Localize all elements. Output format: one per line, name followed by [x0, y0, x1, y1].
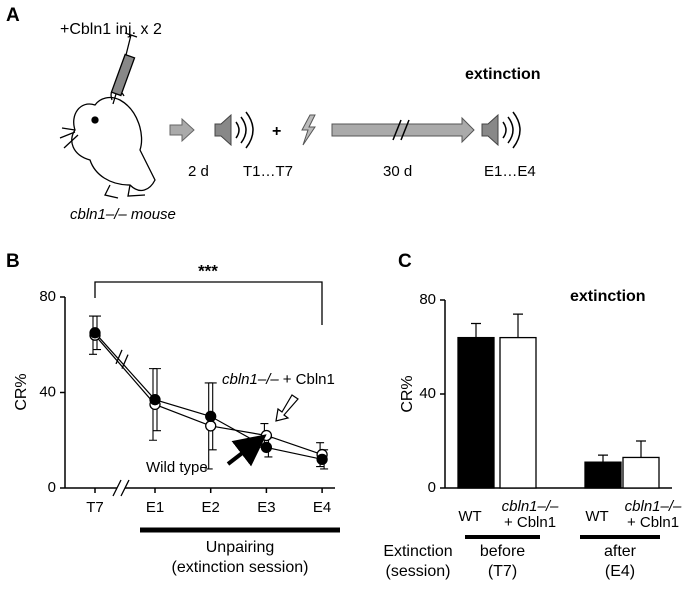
legend-label: cbln1–/–: [222, 371, 279, 388]
significance: ***: [198, 261, 218, 280]
significance-bracket: [94, 281, 323, 325]
chart-title: extinction: [570, 288, 646, 305]
x-tick-label: + Cbln1: [627, 514, 679, 531]
arrow: [169, 117, 195, 143]
x-tick-label: cbln1–/–: [625, 498, 682, 515]
x-tick-label: WT: [585, 508, 608, 525]
legend-label: + Cbln1: [283, 371, 335, 388]
x-tick-label: E3: [257, 499, 275, 516]
error-bar: [471, 322, 481, 338]
injection-label: +Cbln1 inj. x 2: [60, 21, 162, 38]
group-axis-label: Extinction: [383, 543, 452, 560]
extinction-title: extinction: [465, 66, 541, 83]
shock-icon: [301, 114, 316, 146]
bar: [499, 336, 537, 489]
mouse-drawing: [59, 88, 156, 199]
group-label: after: [604, 543, 637, 560]
bar: [584, 461, 622, 489]
y-tick-label: 80: [419, 291, 436, 308]
group-label: (T7): [488, 563, 517, 580]
legend-arrow: [226, 434, 267, 467]
legend-entry: Wild type: [146, 459, 208, 476]
training-label: T1…T7: [243, 163, 293, 180]
tone-icon: [481, 111, 521, 149]
y-axis-label: CR%: [13, 373, 30, 410]
x-tick-label: T7: [86, 499, 104, 516]
legend-arrow: [275, 394, 299, 422]
bar: [622, 456, 660, 489]
x-tick-label: E2: [202, 499, 220, 516]
data-point: [89, 327, 101, 339]
group-label: before: [480, 543, 525, 560]
error-bar: [598, 454, 608, 463]
x-tick-label: WT: [458, 508, 481, 525]
interval-label: 30 d: [383, 163, 412, 180]
x-tick-label: cbln1–/–: [502, 498, 559, 515]
y-tick-label: 40: [419, 385, 436, 402]
bar: [457, 336, 495, 489]
group-axis-label: (session): [386, 563, 451, 580]
syringe: [110, 32, 138, 105]
error-bar: [636, 440, 646, 458]
x-tick-label: + Cbln1: [504, 514, 556, 531]
mouse-label: cbln1–/– mouse: [70, 206, 176, 223]
panel-label: B: [6, 251, 20, 272]
panel-label: C: [398, 251, 412, 272]
plus: +: [272, 123, 281, 140]
x-tick-label: E1: [146, 499, 164, 516]
data-point: [260, 441, 273, 454]
axis-break: [115, 349, 129, 369]
y-tick-label: 0: [428, 479, 436, 496]
arrow: [331, 116, 475, 144]
y-tick-label: 80: [39, 288, 56, 305]
error-bar: [513, 313, 523, 338]
group-label: (E4): [605, 563, 635, 580]
data-point: [316, 453, 328, 466]
y-axis-label: CR%: [399, 375, 416, 412]
y-tick-label: 0: [48, 479, 56, 496]
y-tick-label: 40: [39, 383, 56, 400]
data-point: [205, 410, 217, 423]
data-point: [149, 394, 161, 406]
axis-break: [112, 479, 130, 497]
x-tick-label: E4: [313, 499, 331, 516]
tone-icon: [214, 111, 254, 149]
data-point: [260, 429, 273, 442]
x-axis-label: (extinction session): [172, 559, 309, 576]
test-label: E1…E4: [484, 163, 536, 180]
legend-entry: cbln1–/– + Cbln1: [222, 371, 335, 388]
break: [392, 119, 410, 141]
x-axis-label: Unpairing: [206, 539, 274, 556]
panel-label: A: [6, 5, 20, 26]
interval-label: 2 d: [188, 163, 209, 180]
data-point: [205, 420, 217, 432]
